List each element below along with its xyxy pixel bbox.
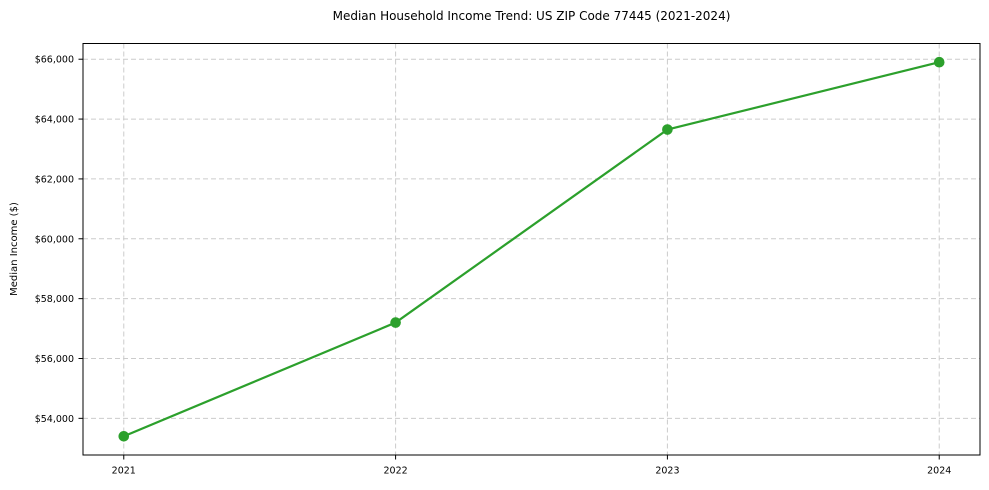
gridlines [83, 43, 980, 455]
x-tick-label: 2022 [383, 466, 407, 477]
tick-labels: 2021 2022 2023 2024 $54,000 $56,000 $58,000 $60… [35, 55, 952, 477]
tick-marks [78, 58, 940, 460]
data-point-2024 [933, 56, 945, 68]
data-markers [118, 56, 945, 442]
x-tick-label: 2023 [655, 466, 679, 477]
y-tick-label: $60,000 [35, 234, 74, 245]
chart-title: Median Household Income Trend: US ZIP Co… [333, 9, 731, 23]
y-axis-label: Median Income ($) [9, 202, 20, 296]
y-tick-label: $54,000 [35, 414, 74, 425]
y-tick-label: $62,000 [35, 174, 74, 185]
y-tick-label: $66,000 [35, 55, 74, 66]
x-tick-label: 2021 [112, 466, 136, 477]
y-tick-label: $64,000 [35, 115, 74, 126]
x-tick-label: 2024 [927, 466, 951, 477]
trend-line [122, 61, 941, 438]
data-point-2022 [390, 317, 401, 328]
plot-border [82, 43, 981, 456]
data-point-2023 [662, 124, 673, 135]
y-tick-label: $58,000 [35, 294, 74, 305]
y-tick-label: $56,000 [35, 354, 74, 365]
data-point-2021 [118, 430, 130, 442]
